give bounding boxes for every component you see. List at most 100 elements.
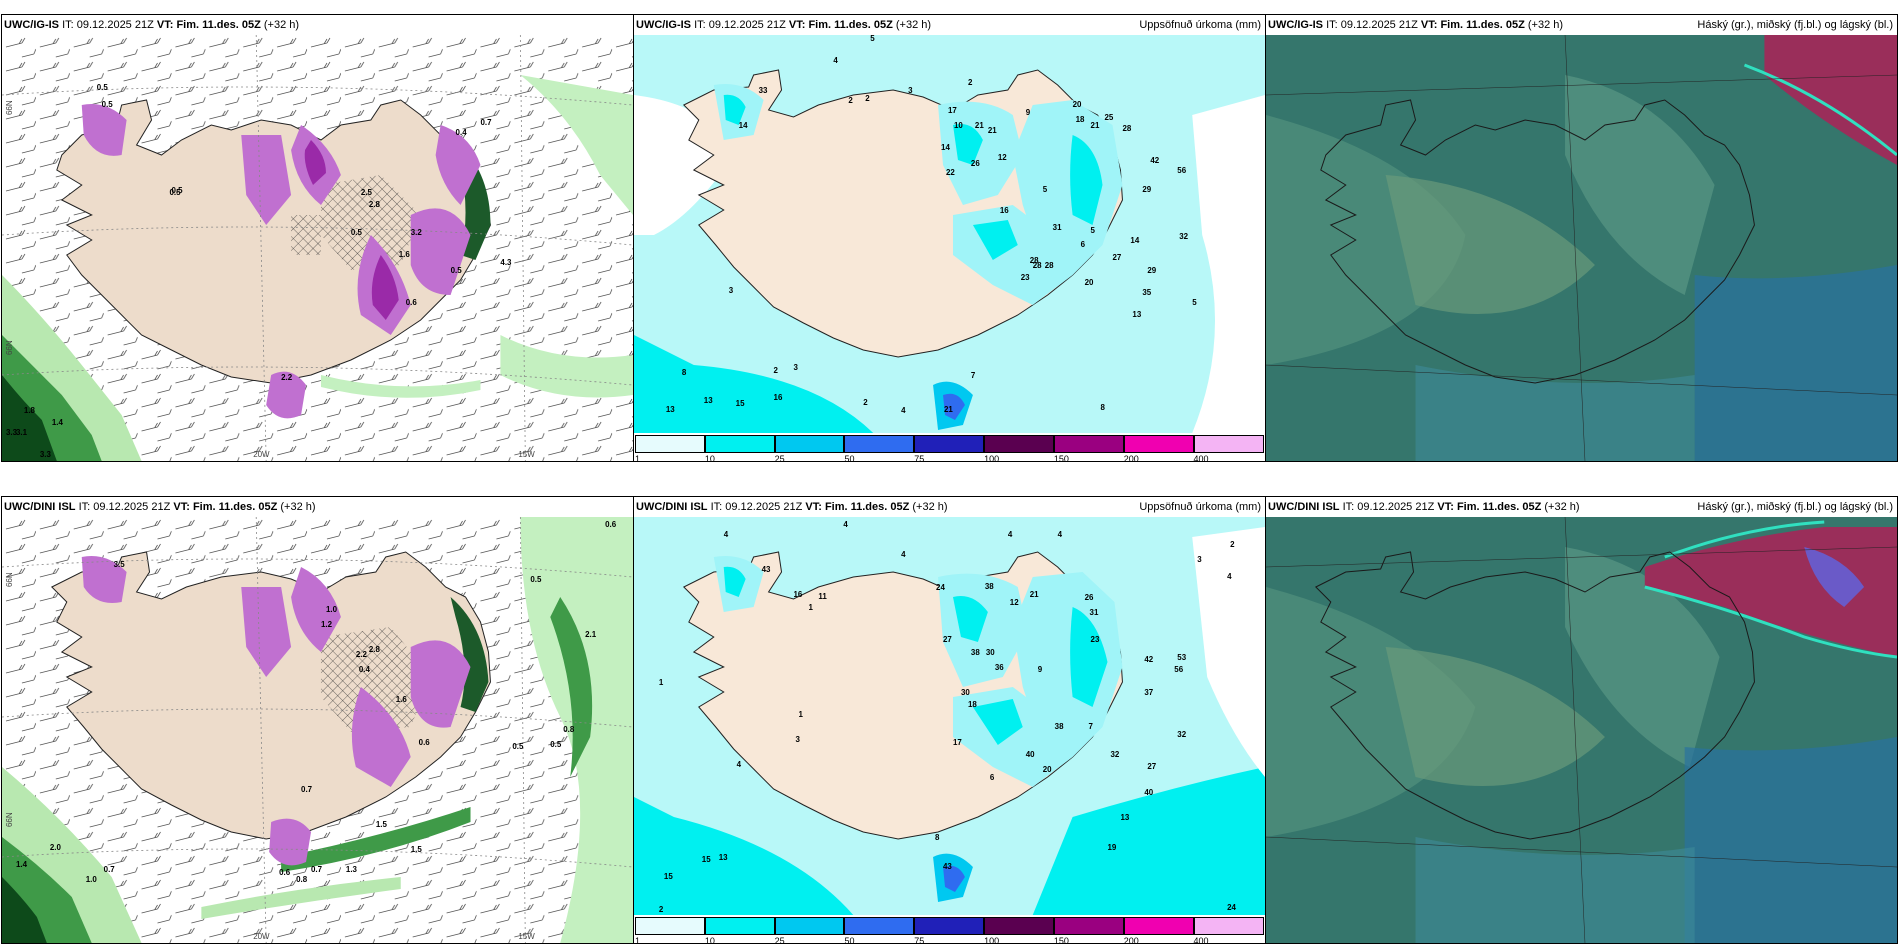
svg-text:11: 11 <box>818 592 827 601</box>
vt-value: Fim. 11.des. 05Z <box>192 501 278 513</box>
svg-text:0.5: 0.5 <box>102 100 114 109</box>
svg-text:0.7: 0.7 <box>311 865 323 874</box>
svg-text:42: 42 <box>1144 655 1153 664</box>
svg-text:0.4: 0.4 <box>456 128 468 137</box>
svg-text:18: 18 <box>968 700 977 709</box>
svg-text:21: 21 <box>1091 121 1100 130</box>
svg-text:2.0: 2.0 <box>50 843 62 852</box>
svg-text:40: 40 <box>1144 788 1153 797</box>
field-title: Háský (gr.), miðský (fj.bl.) og lágský (… <box>1697 19 1893 31</box>
svg-text:4: 4 <box>724 530 729 539</box>
legend-tick: 150 <box>1053 936 1069 944</box>
svg-text:53: 53 <box>1177 653 1186 662</box>
map-svg: 66N 66N 20W 15W 0.6 3.5 2.2 1.0 1.2 2.8 … <box>2 517 633 943</box>
panel-header: UWC/IG-IS IT: 09.12.2025 21Z VT: Fim. 11… <box>2 15 633 35</box>
svg-text:3.1: 3.1 <box>16 428 28 437</box>
vt-label: VT: <box>1437 501 1454 513</box>
svg-text:18: 18 <box>1076 115 1085 124</box>
svg-text:17: 17 <box>953 738 962 747</box>
legend-swatch <box>635 435 705 453</box>
svg-text:2: 2 <box>774 366 779 375</box>
legend-swatch <box>774 435 845 453</box>
svg-text:19: 19 <box>1107 843 1116 852</box>
svg-text:12: 12 <box>998 153 1007 162</box>
svg-text:0.5: 0.5 <box>351 228 363 237</box>
svg-text:56: 56 <box>1174 665 1183 674</box>
it-label: IT: <box>710 501 723 513</box>
svg-text:2: 2 <box>968 78 973 87</box>
legend-swatch <box>774 917 845 935</box>
svg-text:3: 3 <box>729 286 734 295</box>
svg-text:0.5: 0.5 <box>97 83 109 92</box>
svg-text:43: 43 <box>762 565 771 574</box>
svg-text:0.5: 0.5 <box>512 742 524 751</box>
svg-text:29: 29 <box>1147 266 1156 275</box>
svg-text:28: 28 <box>1122 124 1131 133</box>
forecast-offset: (+32 h) <box>1527 19 1564 31</box>
panel-bottom-middle: UWC/DINI ISL IT: 09.12.2025 21Z VT: Fim.… <box>633 496 1266 944</box>
legend-swatch <box>1193 917 1264 935</box>
it-label: IT: <box>1326 19 1338 31</box>
it-label: IT: <box>62 19 74 31</box>
svg-text:38: 38 <box>971 648 980 657</box>
vt-value: Fim. 11.des. 05Z <box>1440 19 1525 31</box>
svg-text:21: 21 <box>944 405 953 414</box>
legend-tick: 75 <box>914 936 925 944</box>
map-wind-precip: 66N 66N 20W 15W 0.6 3.5 2.2 1.0 1.2 2.8 … <box>2 517 633 943</box>
svg-text:1.4: 1.4 <box>52 418 64 427</box>
map-cloud-cover <box>1266 35 1897 461</box>
panel-top-middle: UWC/IG-IS IT: 09.12.2025 21Z VT: Fim. 11… <box>633 14 1266 462</box>
svg-text:17: 17 <box>948 106 957 115</box>
legend-tick: 10 <box>704 936 715 944</box>
svg-text:25: 25 <box>1105 113 1114 122</box>
map-svg: 66N 66N 20W 15W 0.5 0.5 0.5 2.5 2.8 0.5 … <box>2 35 633 461</box>
svg-text:4: 4 <box>1058 530 1063 539</box>
svg-text:20: 20 <box>1085 278 1094 287</box>
svg-text:30: 30 <box>986 648 995 657</box>
panel-header: UWC/DINI ISL IT: 09.12.2025 21Z VT: Fim.… <box>2 497 633 517</box>
svg-text:40: 40 <box>1026 750 1035 759</box>
map-svg: 5 4 33 14 2 2 3 17 10 21 21 9 2 20 18 21… <box>634 35 1265 433</box>
it-value: 09.12.2025 21Z <box>725 501 803 513</box>
legend-tick: 400 <box>1193 454 1209 462</box>
value-labels: 0.5 0.5 0.5 2.5 2.8 0.5 1.6 0.4 0.7 0.6 … <box>6 83 512 459</box>
svg-text:13: 13 <box>719 853 728 862</box>
svg-text:0.6: 0.6 <box>279 868 291 877</box>
svg-text:3: 3 <box>1197 555 1202 564</box>
svg-text:3.3: 3.3 <box>40 450 52 459</box>
svg-text:1.8: 1.8 <box>24 406 36 415</box>
it-value: 09.12.2025 21Z <box>1340 19 1418 31</box>
svg-text:0.8: 0.8 <box>296 875 308 884</box>
svg-text:15: 15 <box>664 872 673 881</box>
svg-text:4.3: 4.3 <box>500 258 512 267</box>
svg-text:14: 14 <box>941 143 950 152</box>
vt-value: Fim. 11.des. 05Z <box>824 501 910 513</box>
svg-text:27: 27 <box>943 635 952 644</box>
svg-text:1.0: 1.0 <box>326 605 338 614</box>
svg-text:0.8: 0.8 <box>563 725 575 734</box>
svg-text:30: 30 <box>961 688 970 697</box>
svg-text:31: 31 <box>1090 608 1099 617</box>
svg-text:0.5: 0.5 <box>550 740 562 749</box>
it-value: 09.12.2025 21Z <box>76 19 154 31</box>
svg-text:36: 36 <box>995 663 1004 672</box>
map-cloud-cover <box>1266 517 1897 943</box>
panel-top-left: UWC/IG-IS IT: 09.12.2025 21Z VT: Fim. 11… <box>1 14 634 462</box>
svg-text:15: 15 <box>702 855 711 864</box>
legend-tick: 100 <box>984 936 1000 944</box>
svg-text:1.5: 1.5 <box>411 845 423 854</box>
svg-text:21: 21 <box>1030 590 1039 599</box>
svg-text:1.0: 1.0 <box>86 875 98 884</box>
svg-text:2.2: 2.2 <box>356 650 368 659</box>
vt-label: VT: <box>156 19 174 31</box>
svg-text:37: 37 <box>1144 688 1153 697</box>
legend-tick: 25 <box>774 454 785 462</box>
legend-swatch <box>1123 917 1194 935</box>
it-value: 09.12.2025 21Z <box>93 501 171 513</box>
svg-text:3.5: 3.5 <box>114 560 126 569</box>
legend-swatch <box>914 917 985 935</box>
svg-text:3: 3 <box>908 86 913 95</box>
svg-text:0.6: 0.6 <box>419 738 431 747</box>
svg-text:13: 13 <box>1132 310 1141 319</box>
svg-text:2.5: 2.5 <box>361 188 373 197</box>
